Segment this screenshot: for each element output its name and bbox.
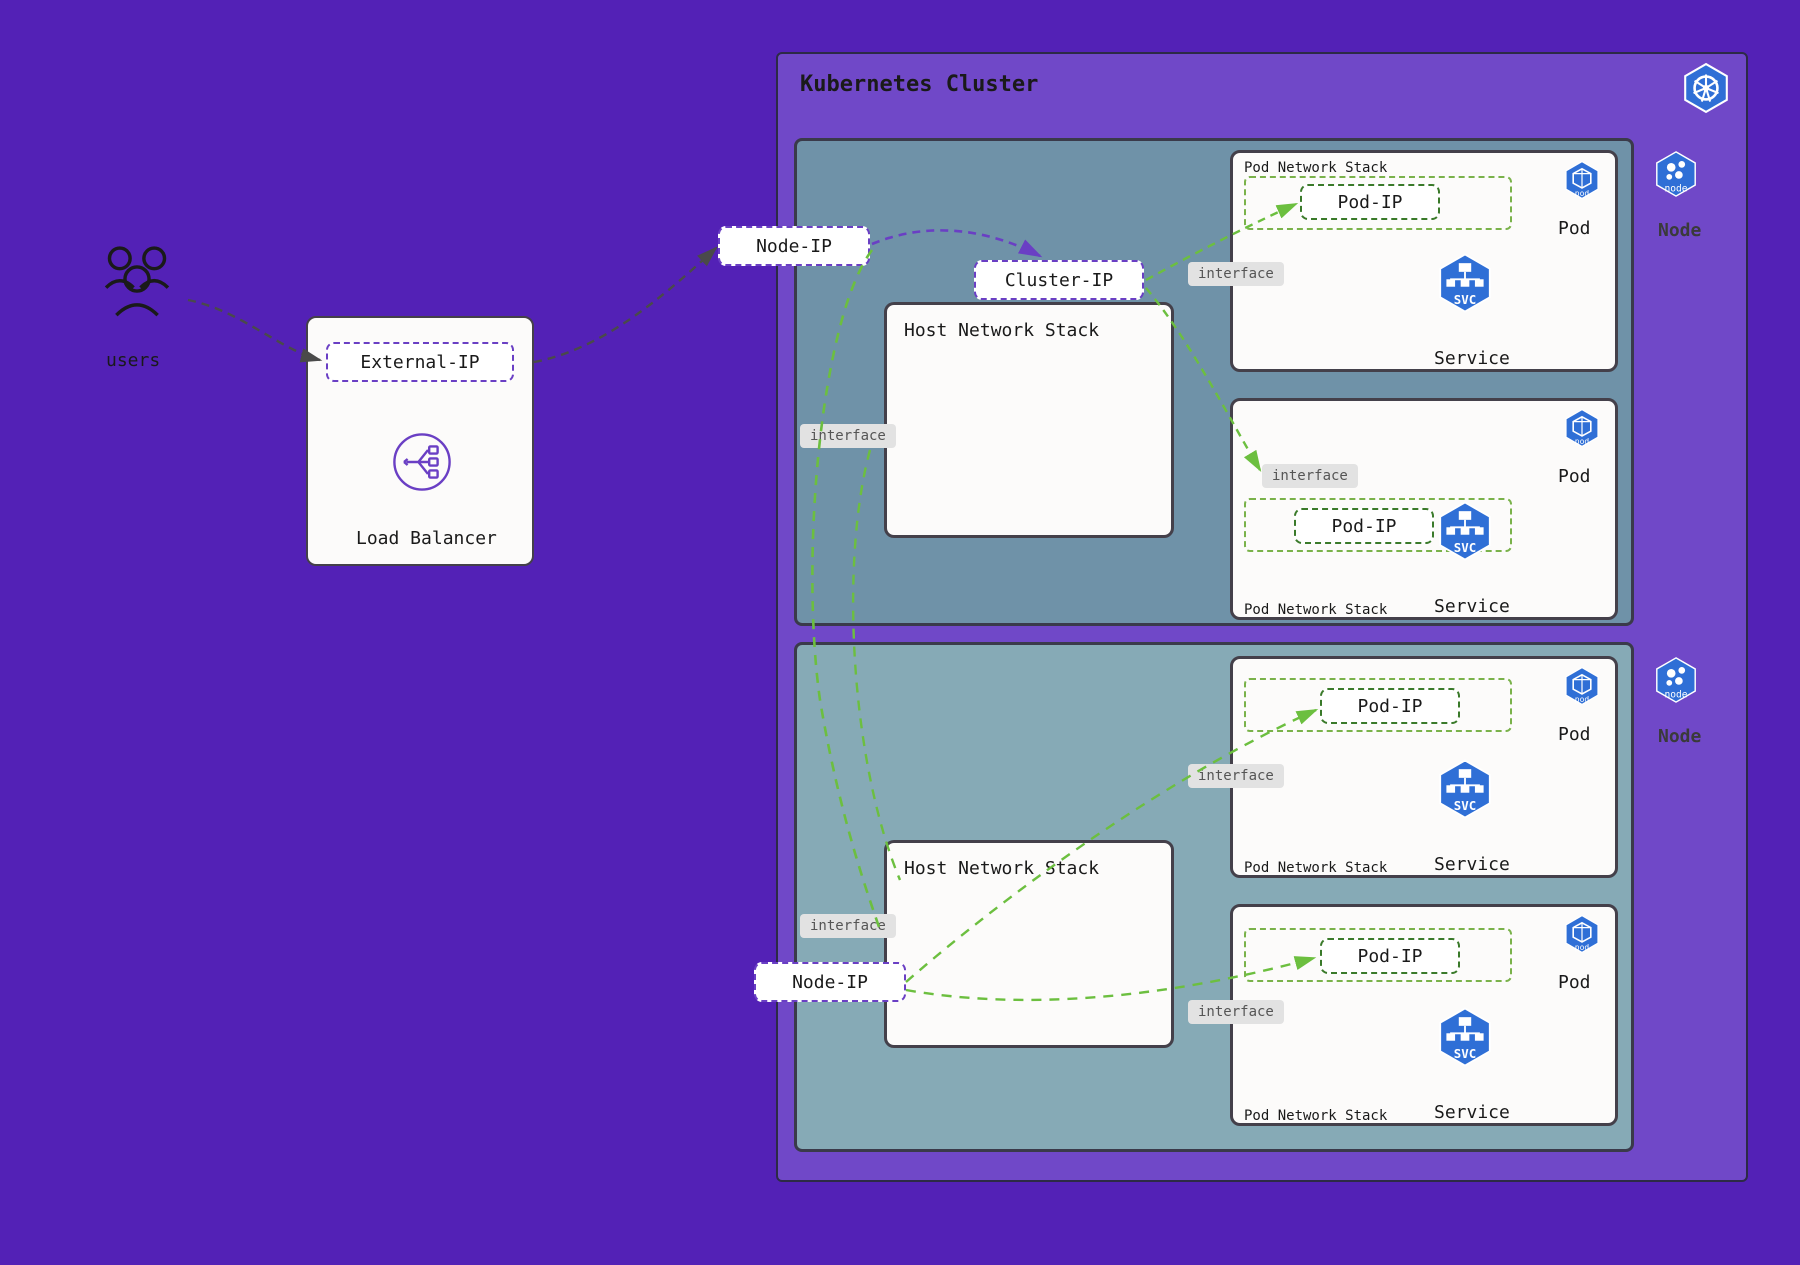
pod-icon: pod — [1562, 408, 1602, 448]
label-pod1b_net: Pod Network Stack — [1244, 602, 1387, 618]
ip-pill-cluster_ip: Cluster-IP — [974, 260, 1144, 300]
svg-text:pod: pod — [1575, 943, 1590, 952]
interface-tag: interface — [1188, 764, 1284, 788]
label-node1_label: Node — [1658, 220, 1701, 241]
svg-text:node: node — [1664, 183, 1687, 194]
label-node2_label: Node — [1658, 726, 1701, 747]
edge — [534, 248, 716, 362]
label-pod2a_net: Pod Network Stack — [1244, 860, 1387, 876]
diagram-stage: External-IP Node-IP Cluster-IP Node-IP Pod-I… — [0, 0, 1800, 1265]
service-icon: SVC — [1434, 1006, 1496, 1068]
ip-pill-podip_1b: Pod-IP — [1294, 508, 1434, 544]
interface-tag: interface — [800, 914, 896, 938]
pod-icon: pod — [1562, 914, 1602, 954]
service-icon: SVC — [1434, 500, 1496, 562]
label-host2_title: Host Network Stack — [904, 858, 1099, 879]
svg-text:node: node — [1664, 689, 1687, 700]
label-users: users — [106, 350, 160, 371]
svg-text:SVC: SVC — [1454, 1046, 1476, 1061]
interface-tag: interface — [1188, 262, 1284, 286]
label-svc1b_lbl: Service — [1434, 596, 1510, 617]
users-icon — [94, 236, 180, 322]
ip-pill-node_ip_2: Node-IP — [754, 962, 906, 1002]
label-pod1a_net: Pod Network Stack — [1244, 160, 1387, 176]
label-svc2a_lbl: Service — [1434, 854, 1510, 875]
svg-text:SVC: SVC — [1454, 292, 1476, 307]
label-pod1b_lbl: Pod — [1558, 466, 1591, 487]
svg-text:SVC: SVC — [1454, 798, 1476, 813]
node-icon: node — [1652, 656, 1700, 704]
load-balancer-icon — [392, 432, 452, 492]
pod-icon: pod — [1562, 160, 1602, 200]
interface-tag: interface — [1262, 464, 1358, 488]
svg-text:pod: pod — [1575, 695, 1590, 704]
label-host1_title: Host Network Stack — [904, 320, 1099, 341]
label-lb_caption: Load Balancer — [356, 528, 497, 549]
service-icon: SVC — [1434, 252, 1496, 314]
ip-pill-podip_2b: Pod-IP — [1320, 938, 1460, 974]
node-icon: node — [1652, 150, 1700, 198]
ip-pill-external_ip: External-IP — [326, 342, 514, 382]
pod-icon: pod — [1562, 666, 1602, 706]
label-pod2b_lbl: Pod — [1558, 972, 1591, 993]
interface-tag: interface — [1188, 1000, 1284, 1024]
label-svc1a_lbl: Service — [1434, 348, 1510, 369]
edge — [188, 300, 320, 360]
label-pod1a_lbl: Pod — [1558, 218, 1591, 239]
ip-pill-podip_1a: Pod-IP — [1300, 184, 1440, 220]
svg-text:pod: pod — [1575, 189, 1590, 198]
label-pod2a_lbl: Pod — [1558, 724, 1591, 745]
svg-text:pod: pod — [1575, 437, 1590, 446]
label-pod2b_net: Pod Network Stack — [1244, 1108, 1387, 1124]
ip-pill-node_ip_1: Node-IP — [718, 226, 870, 266]
ip-pill-podip_2a: Pod-IP — [1320, 688, 1460, 724]
kubernetes-icon — [1680, 62, 1732, 114]
service-icon: SVC — [1434, 758, 1496, 820]
svg-text:SVC: SVC — [1454, 540, 1476, 555]
interface-tag: interface — [800, 424, 896, 448]
label-svc2b_lbl: Service — [1434, 1102, 1510, 1123]
label-cluster_title: Kubernetes Cluster — [800, 72, 1038, 97]
